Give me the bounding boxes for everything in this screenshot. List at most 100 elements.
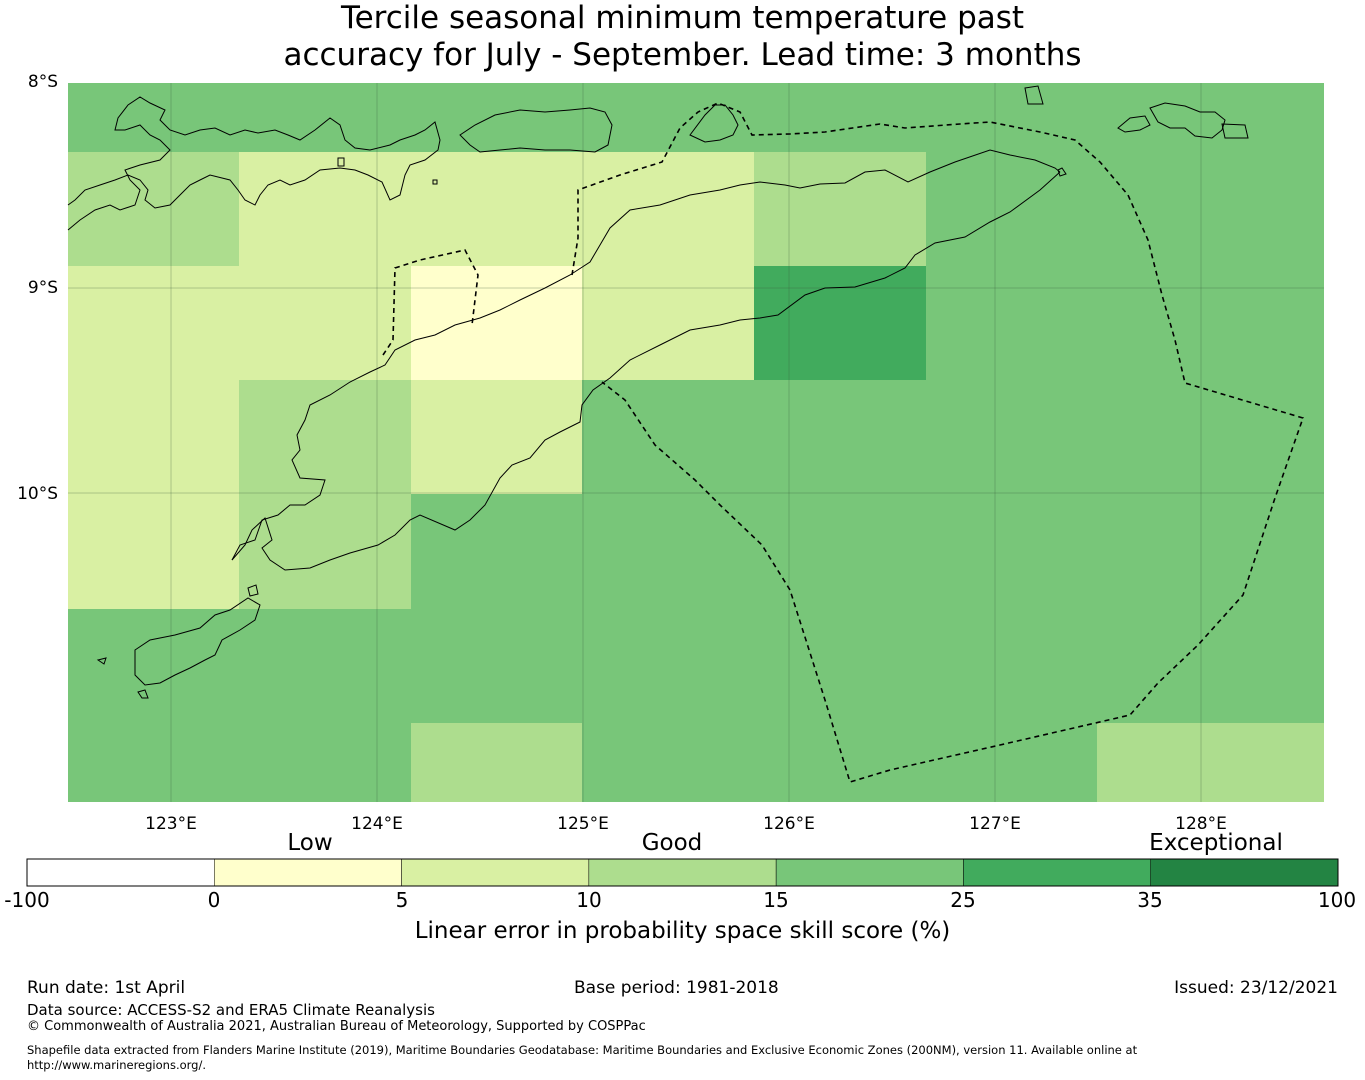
lon-label-125e: 125°E bbox=[557, 814, 609, 834]
lon-label-127e: 127°E bbox=[969, 814, 1021, 834]
rote-coastline bbox=[134, 597, 261, 686]
skill-cell bbox=[68, 494, 239, 609]
flores-coastline bbox=[67, 96, 441, 231]
lon-label-124e: 124°E bbox=[351, 814, 403, 834]
issued-date: Issued: 23/12/2021 bbox=[1174, 978, 1338, 998]
skill-cell bbox=[754, 83, 926, 152]
skill-cell bbox=[1097, 494, 1324, 609]
skill-cell bbox=[582, 609, 754, 723]
skill-cell bbox=[239, 723, 411, 802]
skill-cell bbox=[411, 609, 582, 723]
base-period: Base period: 1981-2018 bbox=[574, 978, 779, 998]
small-island-4 bbox=[1117, 115, 1151, 133]
sawu-islet bbox=[96, 657, 107, 665]
colorbar-segment bbox=[1150, 858, 1339, 887]
colorbar-tick-35: 35 bbox=[1137, 888, 1163, 912]
map-title-line-1: Tercile seasonal minimum temperature pas… bbox=[340, 0, 1025, 36]
map-title: Tercile seasonal minimum temperature pas… bbox=[0, 0, 1365, 74]
small-island-7 bbox=[432, 179, 438, 185]
coastlines bbox=[67, 85, 1249, 699]
lon-label-123e: 123°E bbox=[145, 814, 197, 834]
skill-cell bbox=[926, 494, 1097, 609]
skill-cell bbox=[239, 152, 411, 266]
lat-label-10s: 10°S bbox=[17, 484, 58, 504]
colorbar-segment bbox=[963, 858, 1151, 887]
colorbar-segments bbox=[26, 858, 1339, 887]
small-island-3 bbox=[1149, 102, 1226, 139]
skill-cell bbox=[582, 266, 754, 380]
skill-cell bbox=[68, 609, 239, 723]
skill-cell bbox=[1097, 723, 1324, 802]
lat-label-8s: 8°S bbox=[27, 72, 58, 92]
skill-cell bbox=[754, 723, 926, 802]
skill-cell bbox=[582, 380, 754, 494]
timor-north-coastline bbox=[231, 171, 1061, 571]
colorbar-tick-15: 15 bbox=[763, 888, 789, 912]
colorbar-segment bbox=[26, 858, 215, 887]
skill-grid-cells bbox=[68, 83, 1324, 802]
skill-cell bbox=[754, 266, 926, 380]
colorbar-tick-0: 0 bbox=[207, 888, 221, 912]
skill-cell bbox=[582, 152, 754, 266]
skill-cell bbox=[68, 380, 239, 494]
copyright: © Commonwealth of Australia 2021, Austra… bbox=[27, 1019, 646, 1034]
small-island-2 bbox=[1024, 85, 1044, 105]
skill-cell bbox=[754, 609, 926, 723]
shapefile-credit-line-2: http://www.marineregions.org/. bbox=[27, 1058, 206, 1072]
skill-cell bbox=[926, 609, 1097, 723]
skill-cell bbox=[411, 152, 582, 266]
skill-cell bbox=[239, 609, 411, 723]
small-islet-8 bbox=[137, 689, 149, 699]
skill-cell bbox=[582, 723, 754, 802]
skill-cell bbox=[926, 380, 1097, 494]
eez-boundary-east bbox=[571, 102, 1305, 783]
lon-label-128e: 128°E bbox=[1175, 814, 1227, 834]
colorbar-title: Linear error in probability space skill … bbox=[414, 918, 951, 944]
small-islet-9 bbox=[247, 584, 259, 597]
skill-cell bbox=[582, 83, 754, 152]
timor-ne-tip bbox=[1057, 167, 1067, 177]
small-island-6 bbox=[337, 157, 345, 167]
skill-cell bbox=[926, 723, 1097, 802]
lat-label-9s: 9°S bbox=[27, 278, 58, 298]
wetar-coastline bbox=[459, 107, 613, 153]
colorbar-tick-5: 5 bbox=[395, 888, 409, 912]
data-source: Data source: ACCESS-S2 and ERA5 Climate … bbox=[27, 1001, 435, 1019]
map-gridlines bbox=[68, 83, 1324, 802]
skill-cell bbox=[1097, 152, 1324, 266]
skill-cell bbox=[239, 494, 411, 609]
lon-label-126e: 126°E bbox=[763, 814, 815, 834]
colorbar-segment bbox=[401, 858, 590, 887]
timor-south-coastline bbox=[231, 149, 1061, 561]
maritime-boundaries bbox=[382, 102, 1305, 783]
skill-cell bbox=[754, 494, 926, 609]
skill-cell bbox=[582, 494, 754, 609]
shapefile-credit-line-1: Shapefile data extracted from Flanders M… bbox=[27, 1043, 1138, 1057]
colorbar-segment bbox=[588, 858, 777, 887]
small-island-5 bbox=[1221, 123, 1249, 139]
skill-cell bbox=[411, 723, 582, 802]
colorbar-tick-100: 100 bbox=[1317, 888, 1357, 912]
colorbar-frame bbox=[26, 858, 1339, 887]
skill-cell bbox=[68, 83, 239, 152]
map-title-line-2: accuracy for July - September. Lead time… bbox=[283, 37, 1082, 73]
run-date: Run date: 1st April bbox=[27, 978, 186, 998]
colorbar-tick-10: 10 bbox=[576, 888, 602, 912]
skill-cell bbox=[754, 152, 926, 266]
skill-cell bbox=[1097, 380, 1324, 494]
colorbar-tick-neg100: -100 bbox=[4, 888, 50, 912]
small-island-1 bbox=[689, 104, 739, 143]
skill-cell bbox=[411, 266, 582, 380]
colorbar-segment bbox=[775, 858, 964, 887]
category-label-good: Good bbox=[641, 830, 703, 856]
skill-cell bbox=[926, 83, 1097, 152]
skill-cell bbox=[926, 152, 1097, 266]
skill-cell bbox=[1097, 609, 1324, 723]
skill-cell bbox=[239, 380, 411, 494]
oecusse-boundary bbox=[382, 249, 479, 356]
skill-cell bbox=[411, 380, 582, 494]
category-label-low: Low bbox=[287, 830, 333, 856]
skill-cell bbox=[754, 380, 926, 494]
